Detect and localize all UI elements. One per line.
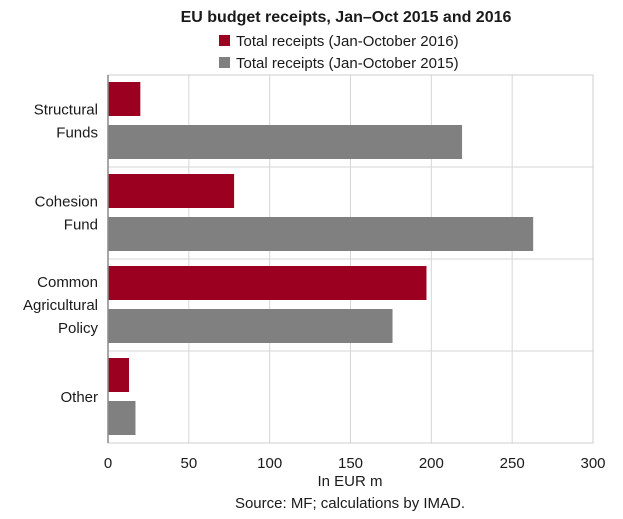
bar-2016-2 (108, 266, 427, 300)
source-note: Source: MF; calculations by IMAD. (235, 495, 465, 512)
legend-swatch-2015 (219, 57, 230, 68)
bar-2016-0 (108, 82, 141, 116)
category-label: Funds (56, 125, 98, 142)
x-tick-label: 300 (580, 455, 605, 472)
category-label: Common (37, 274, 98, 291)
x-tick-label: 150 (338, 455, 363, 472)
legend-label-2016: Total receipts (Jan-October 2016) (236, 33, 459, 50)
category-label: Policy (58, 320, 99, 337)
category-label: Cohesion (35, 194, 98, 211)
category-label: Structural (34, 102, 98, 119)
bar-2015-3 (108, 401, 136, 435)
legend: Total receipts (Jan-October 2016) Total … (219, 33, 459, 72)
bar-2015-2 (108, 309, 393, 343)
x-tick-label: 100 (257, 455, 282, 472)
bar-2016-1 (108, 174, 235, 208)
x-tick-label: 50 (180, 455, 197, 472)
x-tick-label: 0 (104, 455, 112, 472)
bar-2015-1 (108, 217, 534, 251)
x-axis-title: In EUR m (317, 473, 382, 490)
x-tick-label: 200 (419, 455, 444, 472)
legend-swatch-2016 (219, 35, 230, 46)
category-label: Other (60, 389, 98, 406)
x-tick-label: 250 (500, 455, 525, 472)
bar-2015-0 (108, 125, 463, 159)
chart-title: EU budget receipts, Jan–Oct 2015 and 201… (181, 9, 512, 26)
category-label: Agricultural (23, 297, 98, 314)
plot-area: Structural Funds Cohesion Fund Common Agricul… (23, 74, 606, 472)
category-label: Fund (64, 217, 98, 234)
legend-label-2015: Total receipts (Jan-October 2015) (236, 55, 459, 72)
bar-2016-3 (108, 358, 130, 392)
